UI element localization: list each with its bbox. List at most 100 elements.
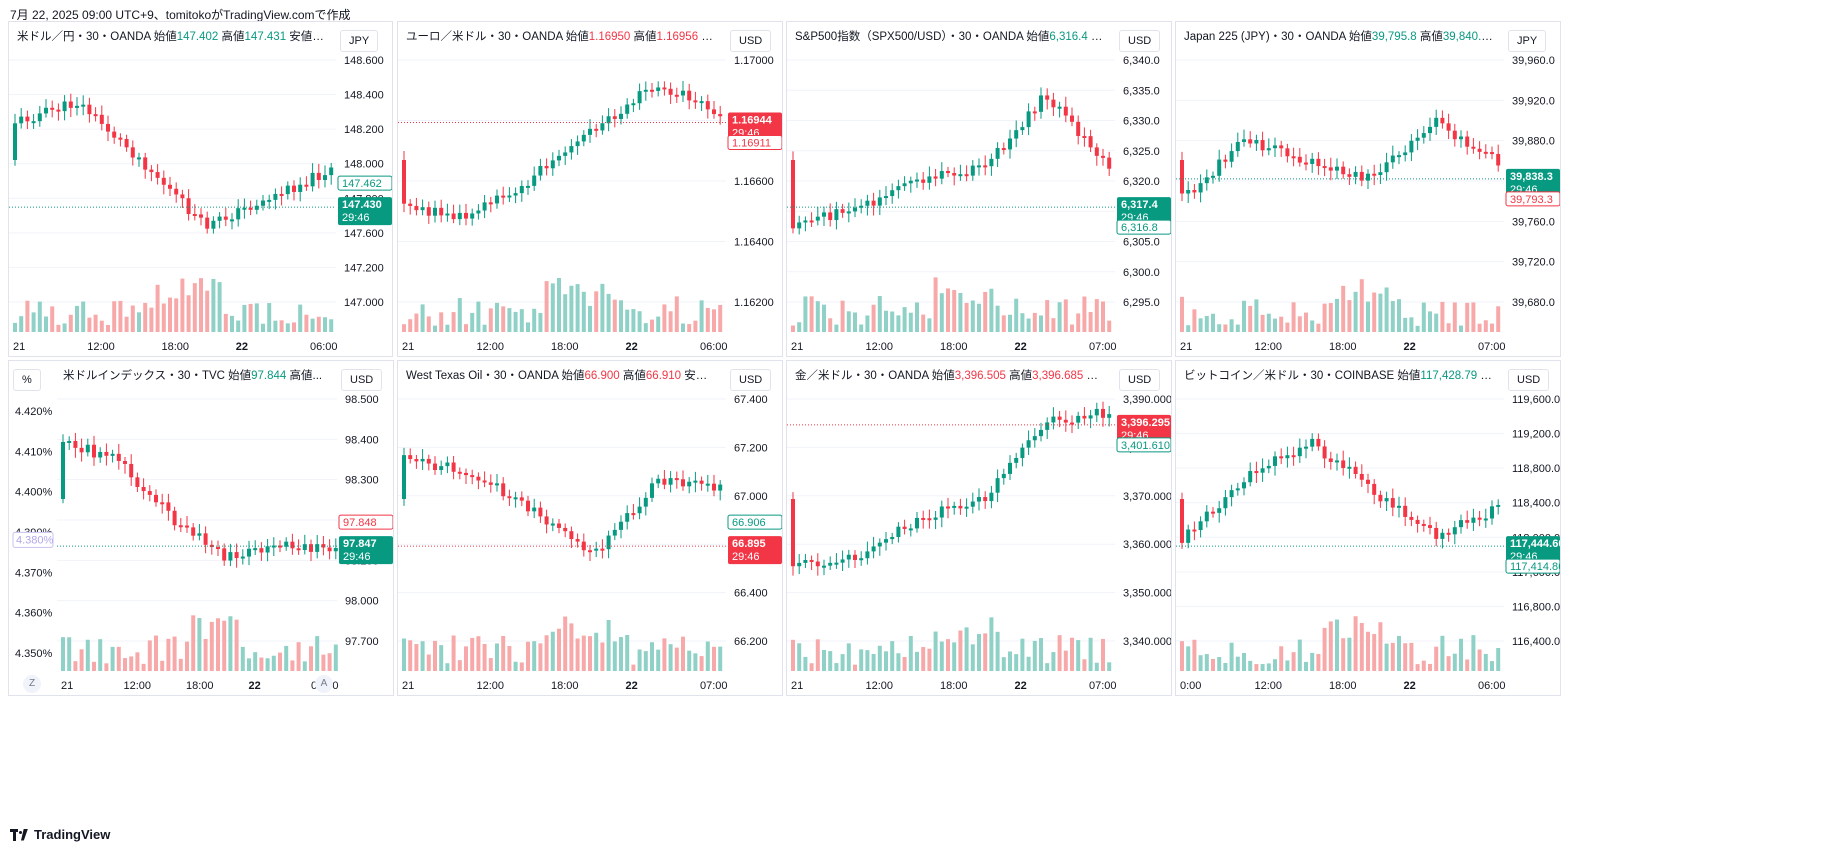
currency-button[interactable]: USD	[730, 30, 772, 52]
volume-bar	[1291, 302, 1296, 332]
candle-body	[402, 455, 406, 499]
currency-button[interactable]: USD	[1119, 369, 1161, 391]
price-tag-timer: 29:46	[342, 212, 370, 224]
candle-body	[1001, 473, 1006, 479]
volume-bar	[712, 646, 716, 671]
volume-bar	[809, 296, 814, 332]
secondary-price-tag	[1505, 558, 1560, 574]
volume-bar	[1316, 323, 1321, 332]
zoom-reset-button[interactable]: Z	[23, 675, 41, 693]
candle-body	[464, 472, 468, 476]
auto-scale-button[interactable]: A	[315, 675, 333, 693]
volume-bar	[631, 309, 636, 332]
volume-bar	[141, 663, 146, 671]
chart-title[interactable]: West Texas Oil・30・OANDA 始値66.900 高値66.91…	[406, 367, 718, 383]
percent-scale-button[interactable]: %	[13, 369, 41, 391]
y-tick-label: 97.700	[345, 636, 379, 648]
price-tag-value: 66.895	[732, 538, 766, 550]
volume-bar	[1285, 322, 1290, 332]
chart-panel-p8[interactable]: 119,600.00 119,200.00 118,800.00 118,400.00…	[1175, 360, 1561, 696]
chart-canvas[interactable]: 67.40067.20067.00066.60066.40066.2002112…	[398, 361, 783, 696]
volume-bar	[1390, 642, 1395, 671]
chart-panel-p3[interactable]: 6,340.06,335.06,330.06,325.06,320.06,310…	[786, 21, 1172, 357]
candle-body	[977, 165, 981, 168]
volume-bar	[544, 635, 549, 671]
candle-body	[1032, 111, 1037, 114]
candle-body	[315, 544, 320, 552]
candle-body	[228, 552, 233, 561]
chart-title[interactable]: 米ドルインデックス・30・TVC 始値97.844 高値...	[63, 367, 322, 383]
volume-bar	[199, 278, 203, 332]
volume-bar	[228, 616, 233, 671]
chart-panel-p4[interactable]: 39,960.039,920.039,880.039,800.039,760.0…	[1175, 21, 1561, 357]
volume-bar	[304, 314, 309, 332]
volume-bar	[594, 291, 599, 332]
volume-bar	[1266, 663, 1271, 671]
candle-body	[705, 483, 710, 486]
chart-title[interactable]: Japan 225 (JPY)・30・OANDA 始値39,795.8 高値39…	[1184, 28, 1496, 44]
left-tick-label: 4.350%	[15, 648, 53, 660]
volume-bar	[1014, 654, 1019, 671]
candle-body	[871, 546, 876, 552]
candle-body	[859, 205, 864, 208]
chart-canvas[interactable]: 98.50098.40098.30098.20098.10098.00097.7…	[9, 361, 394, 696]
candle-body	[797, 222, 802, 229]
chart-canvas[interactable]: 6,340.06,335.06,330.06,325.06,320.06,310…	[787, 22, 1172, 357]
candle-body	[606, 116, 611, 124]
candle-body	[104, 451, 109, 456]
candle-body	[402, 160, 406, 204]
y-tick-label: 6,335.0	[1123, 85, 1160, 97]
chart-canvas[interactable]: 148.600148.400148.200148.000147.800147.6…	[9, 22, 393, 357]
chart-panel-p1[interactable]: 148.600148.400148.200148.000147.800147.6…	[8, 21, 393, 357]
candle-body	[989, 158, 994, 167]
currency-button[interactable]: JPY	[1508, 30, 1547, 52]
chart-panel-p7[interactable]: 3,390.0003,380.0003,370.0003,360.0003,35…	[786, 360, 1172, 696]
candle-body	[896, 526, 901, 537]
candle-body	[681, 479, 685, 487]
volume-bar	[921, 314, 926, 332]
candle-body	[124, 138, 129, 148]
currency-button[interactable]: JPY	[340, 30, 379, 52]
candle-body	[1273, 145, 1277, 149]
candle-body	[927, 176, 932, 183]
candle-body	[1057, 416, 1062, 420]
price-tag-value: 6,317.4	[1121, 199, 1159, 211]
tradingview-logo[interactable]: TradingView	[10, 827, 110, 842]
chart-panel-p5[interactable]: 98.50098.40098.30098.20098.10098.00097.7…	[8, 360, 394, 696]
candle-body	[501, 483, 506, 497]
candle-body	[1490, 152, 1494, 155]
volume-bar	[402, 324, 406, 332]
chart-panel-p2[interactable]: 1.170001.168001.166001.164001.162002112:…	[397, 21, 783, 357]
volume-bar	[712, 309, 716, 332]
chart-title[interactable]: ビットコイン／米ドル・30・COINBASE 始値117,428.79 安値..…	[1184, 367, 1496, 383]
volume-bar	[995, 631, 1000, 671]
currency-button[interactable]: USD	[1508, 369, 1550, 391]
candle-body	[989, 492, 994, 502]
currency-button[interactable]: USD	[730, 369, 772, 391]
chart-title[interactable]: 米ドル／円・30・OANDA 始値147.402 高値147.431 安値147…	[17, 28, 328, 44]
chart-canvas[interactable]: 1.170001.168001.166001.164001.162002112:…	[398, 22, 783, 357]
chart-canvas[interactable]: 3,390.0003,380.0003,370.0003,360.0003,35…	[787, 361, 1172, 696]
candle-body	[625, 513, 630, 522]
volume-bar	[414, 313, 419, 332]
candle-body	[211, 220, 216, 229]
currency-button[interactable]: USD	[341, 369, 383, 391]
candle-body	[1285, 148, 1290, 157]
chart-canvas[interactable]: 39,960.039,920.039,880.039,800.039,760.0…	[1176, 22, 1561, 357]
volume-bar	[915, 651, 919, 671]
volume-bar	[1217, 657, 1222, 671]
volume-bar	[809, 663, 814, 671]
chart-title[interactable]: ユーロ／米ドル・30・OANDA 始値1.16950 高値1.16956 安値.…	[406, 28, 718, 44]
chart-canvas[interactable]: 119,600.00 119,200.00 118,800.00 118,400.00…	[1176, 361, 1561, 696]
volume-bar	[859, 649, 864, 671]
volume-bar	[1020, 638, 1025, 671]
volume-bar	[1496, 647, 1501, 671]
volume-bar	[927, 318, 932, 332]
candle-body	[575, 141, 580, 147]
chart-title[interactable]: S&P500指数（SPX500/USD）・30・OANDA 始値6,316.4 …	[795, 28, 1107, 44]
chart-panel-p6[interactable]: 67.40067.20067.00066.60066.40066.2002112…	[397, 360, 783, 696]
currency-button[interactable]: USD	[1119, 30, 1161, 52]
volume-bar	[92, 661, 96, 671]
chart-title[interactable]: 金／米ドル・30・OANDA 始値3,396.505 高値3,396.685 安…	[795, 367, 1107, 383]
volume-bar	[1285, 660, 1290, 671]
